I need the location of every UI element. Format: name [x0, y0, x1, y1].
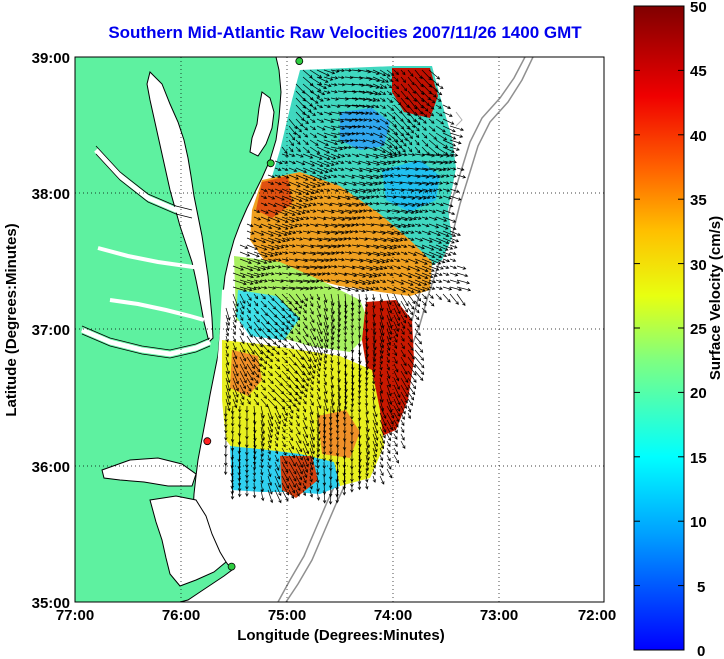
station-cape-may-marker [266, 159, 275, 168]
velocity-orange-south [230, 350, 360, 458]
lat-lon-grid [75, 57, 604, 602]
james-river-edge [81, 325, 211, 359]
colorbar-tick-label: 5 [697, 579, 705, 596]
rappahannock-river [97, 246, 201, 270]
potomac-river [94, 148, 193, 217]
bathymetry-contour-inner [285, 57, 534, 602]
y-tick-label: 36:00 [32, 459, 70, 476]
y-axis-label: Latitude (Degrees:Minutes) [3, 223, 20, 416]
velocity-red-coastal [256, 176, 292, 218]
york-river [109, 298, 205, 322]
x-tick-label: 72:00 [578, 607, 616, 624]
y-tick-label: 38:00 [32, 186, 70, 203]
velocity-blue-core [340, 108, 390, 150]
colorbar-label: Surface Velocity (cm/s) [707, 216, 724, 380]
james-river [81, 327, 211, 357]
x-tick-label: 76:00 [162, 607, 200, 624]
map-frame [74, 56, 605, 603]
colorbar-tick-label: 30 [690, 257, 707, 274]
colorbar-tick-label: 10 [690, 514, 707, 531]
map-title: Southern Mid-Atlantic Raw Velocities 200… [108, 23, 582, 42]
x-axis-label: Longitude (Degrees:Minutes) [237, 627, 445, 644]
barrier-island-water [208, 288, 232, 470]
colorbar-tick-label: 20 [690, 385, 707, 402]
x-axis: 77:00 76:00 75:00 74:00 73:00 72:00 Long… [56, 607, 616, 644]
colorbar-tick-label: 50 [690, 0, 707, 16]
x-tick-label: 75:00 [268, 607, 306, 624]
y-tick-label: 37:00 [32, 322, 70, 339]
colorbar-tick-label: 35 [690, 192, 707, 209]
colorbar-tick-label: 40 [690, 128, 707, 145]
y-tick-label: 35:00 [32, 595, 70, 612]
bathymetry-contour-shelf [455, 111, 463, 127]
colorbar-tick-label: 15 [690, 450, 707, 467]
colorbar: 50 45 40 35 30 25 20 15 10 5 0 Surface V… [633, 0, 724, 659]
albemarle-sound [101, 457, 197, 487]
colorbar-tick-label: 45 [690, 63, 707, 80]
map-panel [75, 57, 604, 602]
potomac-river-edge [95, 145, 193, 219]
station-duck-marker [203, 437, 212, 446]
x-tick-label: 74:00 [374, 607, 412, 624]
x-tick-label: 77:00 [56, 607, 94, 624]
hf-radar-stations [203, 57, 304, 571]
station-hatteras-marker [227, 562, 236, 571]
velocity-red-southern-tip [280, 456, 318, 498]
delaware-bay [249, 91, 275, 157]
colorbar-gradient [633, 5, 685, 651]
pamlico-sound [149, 495, 227, 587]
colorbar-tick-label: 25 [690, 321, 707, 338]
x-tick-label: 73:00 [480, 607, 518, 624]
colorbar-tick-label: 0 [697, 643, 705, 659]
colorbar-tick-marks [634, 5, 684, 651]
y-tick-label: 39:00 [32, 50, 70, 67]
y-axis: 39:00 38:00 37:00 36:00 35:00 Latitude (… [3, 50, 70, 612]
station-north-marker [295, 57, 304, 65]
